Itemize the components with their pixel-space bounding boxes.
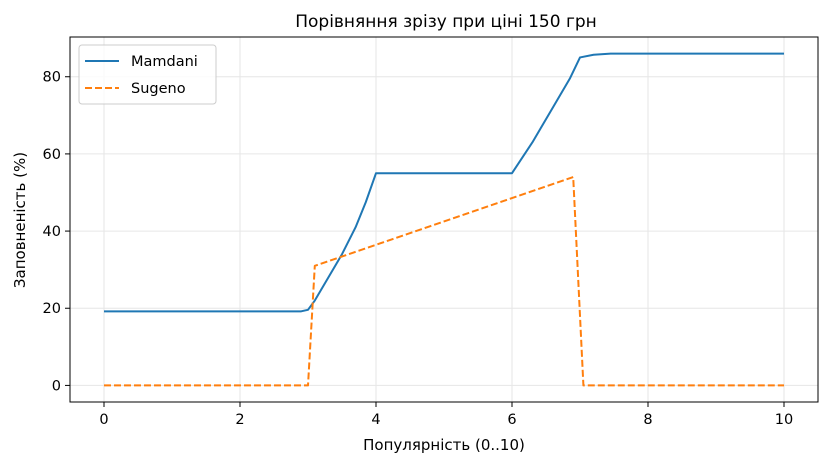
x-tick-label: 4	[371, 412, 380, 428]
y-tick-label: 80	[43, 70, 61, 86]
legend: Mamdani Sugeno	[78, 44, 217, 105]
plot-frame	[69, 36, 819, 403]
y-tick-label: 60	[43, 147, 61, 163]
legend-label-sugeno: Sugeno	[131, 81, 186, 97]
legend-label-mamdani: Mamdani	[131, 54, 198, 70]
chart-title: Порівняння зрізу при ціні 150 грн	[295, 12, 597, 32]
x-tick-label: 8	[643, 412, 652, 428]
axis-ticks: 0 2 4 6 8 10 0 20 40 60 80	[43, 70, 794, 428]
y-tick-label: 40	[43, 224, 61, 240]
series-layer	[104, 52, 784, 387]
x-tick-label: 2	[235, 412, 244, 428]
series-line-mamdani	[104, 52, 784, 313]
x-tick-label: 6	[507, 412, 516, 428]
x-tick-label: 0	[99, 412, 108, 428]
y-tick-label: 20	[43, 301, 61, 317]
y-tick-label: 0	[52, 378, 61, 394]
legend-box	[78, 44, 217, 105]
x-tick-label: 10	[775, 412, 793, 428]
x-axis-label: Популярність (0..10)	[363, 436, 525, 454]
y-axis-label: Заповненість (%)	[11, 152, 29, 288]
series-line-sugeno	[104, 176, 784, 387]
